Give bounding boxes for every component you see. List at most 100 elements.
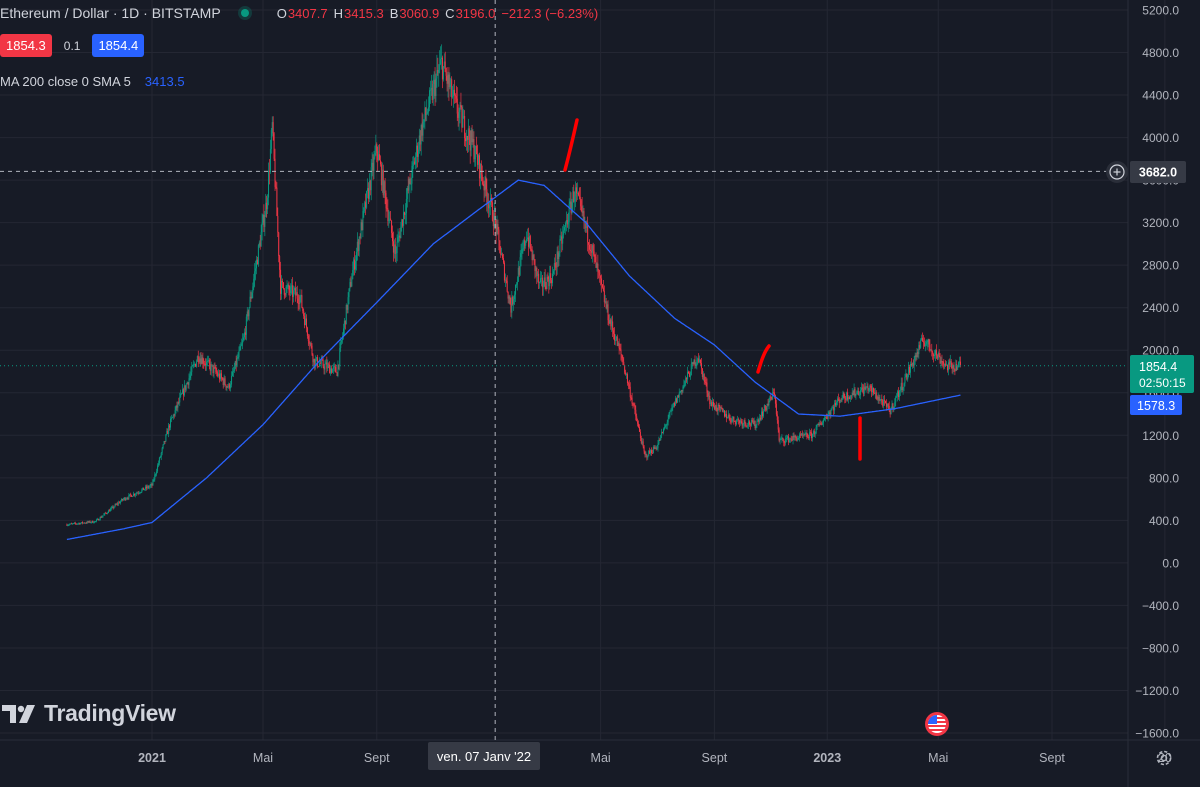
candle-body [577, 192, 578, 194]
crosshair-price-label[interactable]: 3682.0 [1106, 161, 1186, 183]
candle-body [182, 389, 184, 394]
candle-body [69, 524, 71, 526]
candle-body [348, 288, 350, 298]
candle-body [161, 448, 163, 453]
candle-body [140, 491, 142, 493]
candle [650, 449, 652, 456]
candle [765, 406, 767, 412]
candle-body [663, 427, 665, 429]
candle-body [802, 434, 804, 436]
candle-body [322, 359, 324, 367]
candle [416, 142, 418, 168]
gear-icon[interactable] [1153, 747, 1175, 769]
candle [264, 211, 266, 237]
candle-series[interactable] [66, 44, 961, 527]
candle [756, 418, 758, 428]
candle [204, 360, 206, 366]
tradingview-logo[interactable]: TradingView [2, 700, 176, 727]
ma-200-line[interactable] [66, 179, 961, 541]
candle [513, 295, 515, 311]
candle-body [408, 179, 410, 191]
candle [269, 139, 271, 174]
candle-body [549, 273, 551, 287]
annotation-stroke-2[interactable] [756, 344, 771, 374]
indicator-legend[interactable]: MA 200 close 0 SMA 5 3413.5 [0, 74, 185, 89]
candle [761, 407, 763, 421]
candle-body [914, 355, 916, 361]
candle [701, 368, 703, 380]
candle-body [133, 493, 135, 496]
candle [290, 283, 292, 296]
candle [231, 367, 233, 377]
buy-button[interactable]: 1854.4 [92, 34, 145, 57]
candle-body [457, 113, 459, 118]
candle-body [268, 170, 270, 172]
candle [857, 387, 859, 396]
price-axis[interactable]: 5200.04800.04400.04000.03600.03200.02800… [1135, 4, 1179, 741]
sell-button[interactable]: 1854.3 [0, 34, 52, 57]
candle-body [122, 499, 124, 501]
candle [433, 71, 435, 99]
candle [548, 275, 550, 294]
crosshair-price-text: 3682.0 [1139, 166, 1177, 180]
candle-body [884, 399, 886, 401]
candle [569, 191, 571, 209]
candle-body [376, 144, 378, 152]
us-flag-event-icon[interactable] [925, 712, 949, 736]
candle [516, 276, 518, 291]
candle [517, 260, 519, 283]
candle-body [909, 366, 911, 373]
candle [125, 497, 127, 501]
candle [523, 238, 525, 252]
indicator-label[interactable]: MA 200 close 0 SMA 5 [0, 74, 131, 89]
candle [135, 491, 137, 497]
symbol-title[interactable]: Ethereum / Dollar · 1D · BITSTAMP [0, 5, 221, 21]
candle-body [908, 366, 910, 376]
candle-body [828, 412, 830, 414]
candle [589, 243, 591, 257]
candle [894, 398, 896, 410]
candle [358, 236, 360, 257]
candle [677, 394, 679, 398]
candle [688, 371, 690, 378]
candle [586, 220, 588, 233]
candle [572, 186, 574, 213]
candle [614, 334, 616, 346]
candle-body [442, 66, 444, 80]
candle-body [575, 187, 577, 197]
time-axis[interactable]: 2021 Mai Sept Mai Sept 2023 Mai Sept 20 [138, 751, 1172, 765]
candle [549, 265, 551, 290]
candle-body [232, 371, 234, 372]
candle-body [246, 311, 248, 317]
candle [675, 395, 677, 407]
candle-body [537, 273, 539, 276]
ma-price-label: 1578.3 [1130, 395, 1182, 415]
candle-body [292, 285, 294, 297]
candle-body [624, 365, 626, 373]
annotation-stroke-1[interactable] [563, 118, 579, 172]
candle-body [258, 242, 260, 246]
market-status-icon[interactable] [240, 9, 249, 17]
candle [721, 405, 723, 410]
trade-buttons[interactable]: 1854.3 0.1 1854.4 [0, 34, 145, 57]
candle [334, 364, 336, 373]
candle-body [700, 363, 702, 369]
last-price-label: 1854.4 02:50:15 [1130, 355, 1194, 393]
candle [723, 408, 725, 413]
candle [496, 215, 498, 236]
candle-body [470, 130, 472, 151]
drawing-annotations[interactable] [563, 118, 862, 461]
plus-icon[interactable] [1109, 164, 1125, 180]
candle [446, 67, 448, 92]
candle [229, 382, 231, 391]
candle-body [291, 285, 293, 287]
candle [749, 422, 751, 430]
candle-body [100, 517, 102, 518]
candle-body [701, 368, 703, 378]
symbol-legend[interactable]: Ethereum / Dollar · 1D · BITSTAMP O 3407.… [0, 5, 598, 21]
candle [327, 359, 329, 372]
candle [355, 255, 356, 273]
candle-body [358, 237, 360, 251]
candle-body [527, 237, 529, 240]
